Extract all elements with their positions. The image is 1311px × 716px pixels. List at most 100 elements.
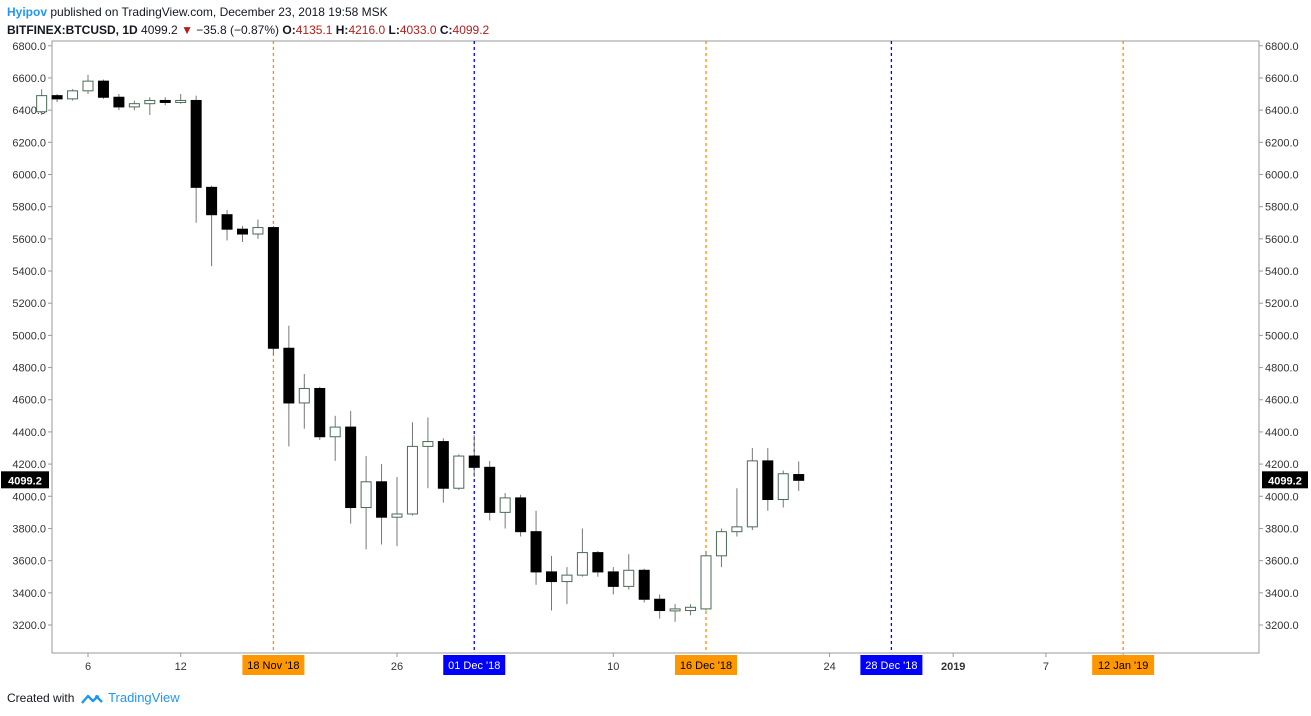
y-tick-label-left: 5600.0 [12, 234, 46, 246]
y-tick-label-left: 6800.0 [12, 41, 46, 53]
candle-body[interactable] [592, 552, 604, 573]
last-price: 4099.2 [141, 23, 178, 37]
y-tick-label-right: 5400.0 [1265, 266, 1299, 278]
candle-body[interactable] [561, 574, 573, 583]
date-label: 18 Nov '18 [247, 660, 299, 672]
high-label: H: [335, 23, 349, 37]
date-label-box [242, 655, 305, 675]
y-tick-label-right: 3600.0 [1265, 556, 1299, 568]
y-tick-label-right: 6000.0 [1265, 169, 1299, 181]
candle-body[interactable] [715, 531, 727, 557]
candle-body[interactable] [221, 214, 233, 230]
candle-body[interactable] [530, 531, 542, 573]
candle-body[interactable] [329, 426, 341, 438]
candle-body[interactable] [746, 460, 758, 528]
y-tick-label-right: 4400.0 [1265, 427, 1299, 439]
change-value: −35.8 (−0.87%) [196, 23, 280, 37]
candle-body[interactable] [499, 497, 511, 513]
author-name[interactable]: Hyipov [7, 5, 48, 19]
y-tick-label-right: 4800.0 [1265, 363, 1299, 375]
current-price-label-right: 4099.2 [1268, 475, 1302, 487]
y-tick-label-right: 5000.0 [1265, 330, 1299, 342]
candle-body[interactable] [144, 99, 156, 105]
candle-body[interactable] [345, 426, 357, 509]
y-tick-label-left: 6000.0 [12, 169, 46, 181]
y-tick-label-left: 6200.0 [12, 137, 46, 149]
candle-body[interactable] [206, 186, 218, 216]
candle-body[interactable] [267, 227, 279, 349]
candle-body[interactable] [654, 598, 666, 612]
candle-body[interactable] [576, 552, 588, 576]
candle-body[interactable] [700, 555, 712, 610]
open-label: O: [282, 23, 296, 37]
date-label: 16 Dec '18 [680, 660, 732, 672]
date-label: 01 Dec '18 [448, 660, 500, 672]
y-tick-label-right: 5600.0 [1265, 234, 1299, 246]
candle-body[interactable] [607, 571, 619, 587]
candle-body[interactable] [422, 441, 434, 447]
down-arrow-icon: ▼ [181, 23, 193, 37]
y-tick-label-left: 4200.0 [12, 459, 46, 471]
y-tick-label-left: 3200.0 [12, 620, 46, 632]
y-tick-label-left: 4600.0 [12, 395, 46, 407]
candle-body[interactable] [437, 441, 449, 489]
y-tick-label-right: 4600.0 [1265, 395, 1299, 407]
candle-body[interactable] [623, 569, 635, 587]
y-tick-label-right: 3800.0 [1265, 523, 1299, 535]
publish-line: Hyipov published on TradingView.com, Dec… [7, 5, 388, 19]
x-tick-label: 26 [391, 661, 403, 673]
high-value: 4216.0 [348, 23, 386, 37]
y-tick-label-left: 5000.0 [12, 330, 46, 342]
candle-body[interactable] [237, 228, 248, 235]
candle-body[interactable] [762, 460, 774, 500]
candle-body[interactable] [406, 445, 418, 515]
candle-body[interactable] [175, 99, 187, 103]
candle-body[interactable] [793, 474, 805, 481]
candle-body[interactable] [546, 571, 557, 583]
candle-body[interactable] [128, 103, 140, 108]
candle-body[interactable] [67, 90, 79, 100]
candle-body[interactable] [159, 99, 171, 103]
candle-body[interactable] [360, 481, 372, 509]
candle-body[interactable] [685, 606, 697, 612]
candle-body[interactable] [515, 497, 527, 533]
candle-body[interactable] [36, 95, 48, 113]
candle-body[interactable] [453, 455, 465, 489]
candle-body[interactable] [638, 569, 650, 600]
tradingview-brand[interactable]: TradingView [108, 690, 180, 705]
y-tick-label-left: 6600.0 [12, 73, 46, 85]
close-label: C: [439, 23, 453, 37]
y-tick-label-left: 4800.0 [12, 363, 46, 375]
x-tick-label: 2019 [941, 661, 965, 673]
candle-body[interactable] [391, 513, 403, 518]
candle-body[interactable] [669, 608, 681, 612]
candle-body[interactable] [190, 99, 202, 188]
low-label: L: [388, 23, 400, 37]
x-tick-label: 24 [823, 661, 835, 673]
footer: Created with TradingView [7, 690, 180, 706]
candle-body[interactable] [777, 473, 789, 500]
date-label-box [860, 655, 923, 675]
symbol-line: BITFINEX:BTCUSD, 1D 4099.2 ▼ −35.8 (−0.8… [7, 23, 489, 37]
candle-body[interactable] [82, 80, 94, 92]
candle-body[interactable] [731, 526, 743, 533]
y-tick-label-left: 3400.0 [12, 588, 46, 600]
candle-body[interactable] [51, 95, 63, 100]
candle-body[interactable] [97, 80, 109, 98]
candle-body[interactable] [314, 387, 326, 438]
current-price-box-left [1, 471, 49, 489]
date-label-box [1092, 655, 1155, 675]
candle-body[interactable] [298, 387, 310, 404]
candle-body[interactable] [468, 455, 480, 468]
current-price-box-right [1262, 471, 1308, 489]
close-value: 4099.2 [452, 23, 490, 37]
candle-body[interactable] [376, 481, 388, 518]
y-tick-label-left: 4000.0 [12, 491, 46, 503]
candle-body[interactable] [283, 347, 295, 404]
candle-body[interactable] [113, 96, 125, 108]
y-tick-label-right: 4000.0 [1265, 491, 1299, 503]
candle-body[interactable] [484, 466, 496, 513]
y-tick-label-left: 5400.0 [12, 266, 46, 278]
candle-body[interactable] [252, 227, 264, 235]
